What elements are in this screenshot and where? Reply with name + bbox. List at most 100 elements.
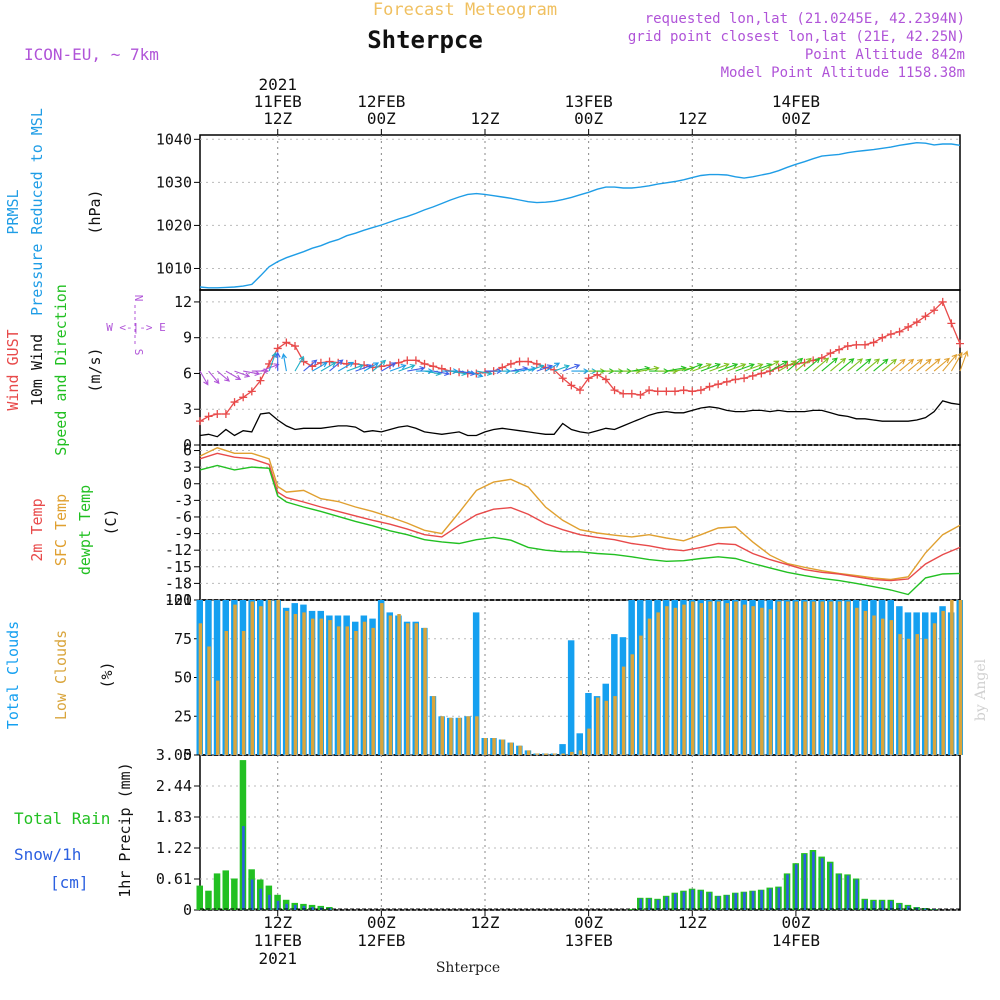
wind-arrow [320, 362, 337, 372]
rain-bar [628, 909, 635, 910]
cloud-low-bar [811, 601, 816, 755]
cloud-low-bar [311, 618, 315, 755]
wind-arrow [372, 359, 387, 372]
gust-point [593, 370, 602, 379]
cloud-low-bar [362, 621, 367, 755]
y-tick-label: 0 [183, 901, 192, 919]
gust-line [199, 300, 961, 422]
cloud-low-bar [259, 606, 263, 755]
top-time-label: 00Z [781, 109, 810, 128]
wind-arrow [950, 351, 963, 372]
cloud-low-bar [492, 738, 496, 755]
wind-arrow [216, 370, 230, 382]
snow-bar [898, 903, 902, 910]
cloud-low-bar [397, 614, 401, 755]
snow-bar [907, 905, 910, 910]
snow-bar [751, 891, 755, 910]
cloud-low-bar [673, 607, 678, 756]
cloud-low-bar [889, 620, 894, 755]
cloud-low-bar [665, 606, 669, 755]
wind-arrow [795, 357, 812, 372]
snow-bar [311, 907, 314, 910]
cloud-low-bar [207, 646, 211, 755]
rain-bar [222, 870, 229, 910]
cloud-low-bar [423, 627, 427, 755]
bottom-time-label: 00Z [781, 913, 810, 932]
footer-station: Shterpce [436, 960, 500, 976]
gust-point [213, 410, 222, 418]
bottom-time-label: 12FEB [357, 931, 405, 950]
top-time-label: 13FEB [565, 92, 613, 111]
wind-arrow [959, 350, 969, 372]
wind-arrow [873, 358, 889, 372]
gust-point [325, 357, 334, 366]
y-tick-label: 1.22 [156, 839, 192, 857]
cloud-low-bar [708, 601, 712, 755]
snow-bar [855, 879, 858, 910]
y-tick-label: 1010 [156, 259, 192, 277]
gust-point [532, 359, 541, 368]
gust-point [817, 353, 826, 362]
wind-arrow [467, 370, 484, 378]
gust-point [515, 357, 524, 366]
cloud-low-bar [820, 601, 824, 755]
cloud-low-bar [613, 696, 617, 755]
snow-bar [872, 900, 876, 910]
cloud-low-bar [475, 716, 479, 756]
compass-we: W <-|-> E [106, 321, 166, 334]
gust-point [576, 386, 584, 395]
gust-point [852, 340, 861, 349]
cloud-total-bar [576, 733, 583, 755]
wind-arrow [441, 368, 459, 374]
cloud-low-bar [570, 751, 574, 755]
gust-point [230, 398, 239, 407]
wind-arrow [847, 358, 863, 372]
pressure-unit: (hPa) [86, 189, 104, 234]
cloud-low-bar [302, 612, 306, 755]
temp-2m-line [199, 452, 961, 582]
y-tick-label: 2.44 [156, 777, 192, 795]
cloud-low-bar [267, 600, 272, 755]
cloud-low-bar [198, 623, 203, 756]
snow-bar [786, 874, 789, 910]
cloud-low-bar [544, 753, 548, 755]
cloud-low-bar [354, 631, 358, 755]
wind-arrow [838, 358, 855, 372]
station-title: Shterpce [367, 26, 483, 54]
snow-bar [250, 879, 254, 910]
snow-bar [846, 875, 850, 910]
y-tick-label: 9 [183, 329, 192, 347]
wind-arrow [389, 364, 407, 372]
y-tick-label: -3 [174, 491, 192, 509]
wind-arrow [243, 370, 261, 377]
point-altitude: Point Altitude 842m [805, 47, 965, 63]
precip-label-snow: Snow/1h [14, 845, 81, 864]
cloud-low-bar [950, 600, 954, 755]
wind-arrow [536, 364, 553, 372]
cloud-low-bar [872, 615, 876, 755]
bottom-time-label: 13FEB [565, 931, 613, 950]
y-tick-label: -12 [165, 541, 192, 559]
bottom-time-label: 00Z [367, 913, 396, 932]
y-tick-label: -15 [165, 558, 192, 576]
wind-arrow [346, 363, 365, 372]
wind-arrow [769, 360, 788, 372]
snow-bar [259, 888, 262, 910]
cloud-low-bar [276, 600, 280, 755]
compass-s: S [132, 349, 145, 356]
gust-point [947, 319, 956, 328]
gust-point [740, 374, 749, 383]
wind-arrow [199, 370, 209, 386]
wind-arrow [821, 357, 838, 372]
y-tick-label: 12 [174, 293, 192, 311]
snow-bar [838, 874, 841, 910]
gust-point [247, 387, 256, 396]
dewpoint-line [199, 464, 961, 596]
gust-point [196, 417, 204, 426]
cloud-low-bar [414, 623, 419, 756]
cloud-low-bar [345, 626, 349, 755]
wind-arrow [812, 357, 830, 372]
wind-arrow [700, 362, 721, 372]
y-tick-label: 0 [183, 475, 192, 493]
wind-arrow [925, 358, 941, 372]
